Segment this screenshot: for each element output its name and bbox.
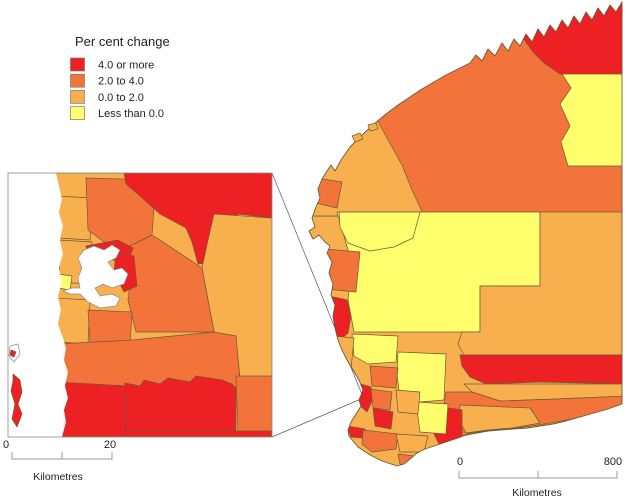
map-region [311,247,361,293]
inset-scale-unit: Kilometres [33,471,83,483]
estuary-water [62,244,129,309]
inset-map-region [123,173,272,265]
inset-scale-bar: 0 20 Kilometres [3,439,116,483]
main-map [309,2,622,466]
map-region [370,388,393,411]
inset-map-region [57,273,73,291]
map-region [457,211,622,356]
island [351,132,364,143]
legend-title: Per cent change [75,34,170,49]
inset-scale-end: 20 [104,439,116,451]
main-map-islands [351,122,379,143]
main-scale-end: 800 [604,456,622,468]
map-region [395,433,429,453]
inset-estuary [62,244,129,309]
map-region [458,404,541,434]
inset-map-region [235,375,272,433]
island [367,122,379,132]
main-scale-bracket [458,471,618,479]
inset-map-region [124,375,237,433]
inset-map [56,173,272,437]
legend-swatch-do [70,73,85,88]
state-outline [308,1,623,467]
inset-scale-start: 0 [3,439,9,451]
legend-label: Less than 0.0 [98,108,164,120]
inset-frame [7,172,273,438]
inset-map-region [56,297,91,345]
map-region [459,354,622,385]
inset-islands [8,343,23,428]
main-scale-start: 0 [457,456,463,468]
inset-island [9,349,17,358]
inset-map-region [87,309,133,346]
legend-swatch-y [70,106,85,120]
legend-swatch-r [70,57,85,72]
main-scale-unit: Kilometres [512,487,562,499]
map-region [415,401,449,435]
map-region [395,389,421,415]
callout-line [271,398,362,438]
legend-label: 0.0 to 2.0 [98,92,144,104]
map-region [361,429,399,453]
map-region [372,407,394,430]
inset-map-region [56,381,129,437]
inset-map-region [124,430,272,437]
legend: Per cent change 4.0 or more 2.0 to 4.0 0.0… [70,34,170,120]
legend-label: 2.0 to 4.0 [98,76,144,88]
map-region [559,73,622,167]
map-region [397,453,415,466]
legend-swatch-mo [70,90,85,104]
map-region [311,177,343,209]
inset-scale-bracket [11,452,113,460]
legend-items: 4.0 or more 2.0 to 4.0 0.0 to 2.0 Less than… [70,57,164,120]
main-scale-bar: 0 800 Kilometres [457,456,622,499]
inset-island [10,373,23,428]
map-region [338,211,421,252]
legend-label: 4.0 or more [98,60,154,72]
map-region [351,333,399,365]
map-region [369,365,399,389]
